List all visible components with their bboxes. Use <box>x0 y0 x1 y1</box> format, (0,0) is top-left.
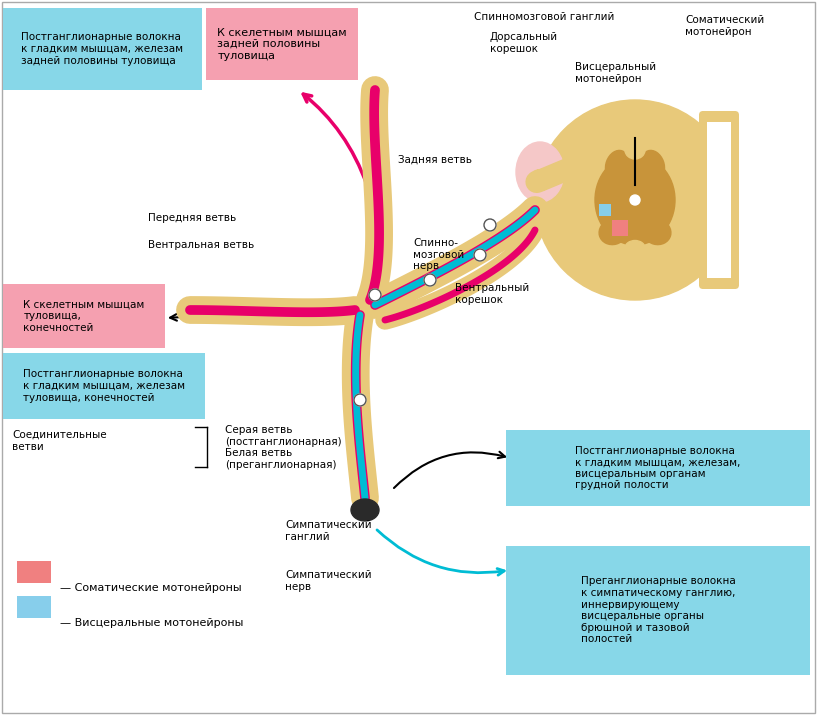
Text: Преганглионарные волокна
к симпатическому ганглию,
иннервирующему
висцеральные о: Преганглионарные волокна к симпатическом… <box>581 576 735 644</box>
Ellipse shape <box>605 150 628 179</box>
Text: Соматический
мотонейрон: Соматический мотонейрон <box>685 15 764 36</box>
FancyBboxPatch shape <box>699 111 739 289</box>
Ellipse shape <box>641 150 664 179</box>
Text: К скелетным мышцам
туловища,
конечностей: К скелетным мышцам туловища, конечностей <box>24 300 145 332</box>
Text: — Соматические мотонейроны: — Соматические мотонейроны <box>60 583 242 593</box>
Circle shape <box>630 195 640 205</box>
Circle shape <box>369 289 381 301</box>
FancyBboxPatch shape <box>17 561 51 583</box>
FancyBboxPatch shape <box>599 204 611 216</box>
Ellipse shape <box>599 220 627 245</box>
Text: Спинномозговой ганглий: Спинномозговой ганглий <box>474 12 614 22</box>
FancyBboxPatch shape <box>707 122 731 278</box>
Circle shape <box>424 274 436 286</box>
Text: Постганглионарные волокна
к гладким мышцам, железам,
висцеральным органам
грудно: Постганглионарные волокна к гладким мышц… <box>575 445 741 490</box>
FancyBboxPatch shape <box>612 220 628 236</box>
Circle shape <box>354 394 366 406</box>
FancyBboxPatch shape <box>206 8 358 80</box>
FancyBboxPatch shape <box>506 546 810 675</box>
Text: К скелетным мышцам
задней половины
туловища: К скелетным мышцам задней половины тулов… <box>217 27 346 61</box>
Text: Висцеральный
мотонейрон: Висцеральный мотонейрон <box>575 62 656 84</box>
Text: Вентральный
корешок: Вентральный корешок <box>455 283 529 305</box>
Text: Постганглионарные волокна
к гладким мышцам, железам
туловища, конечностей: Постганглионарные волокна к гладким мышц… <box>23 370 185 403</box>
Ellipse shape <box>625 141 645 159</box>
Circle shape <box>474 249 486 261</box>
Text: Вентральная ветвь: Вентральная ветвь <box>148 240 254 250</box>
Ellipse shape <box>595 155 675 245</box>
FancyBboxPatch shape <box>506 430 810 506</box>
Text: Передняя ветвь: Передняя ветвь <box>148 213 236 223</box>
Text: Дорсальный
корешок: Дорсальный корешок <box>490 32 558 54</box>
Circle shape <box>484 219 496 231</box>
Ellipse shape <box>625 240 645 255</box>
Ellipse shape <box>351 499 379 521</box>
Text: Соединительные
ветви: Соединительные ветви <box>12 430 107 452</box>
FancyBboxPatch shape <box>17 596 51 618</box>
Text: Спинно-
мозговой
нерв: Спинно- мозговой нерв <box>413 238 464 271</box>
Text: Серая ветвь
(постганглионарная)
Белая ветвь
(преганглионарная): Серая ветвь (постганглионарная) Белая ве… <box>225 425 342 470</box>
Text: Постганглионарные волокна
к гладким мышцам, железам
задней половины туловища: Постганглионарные волокна к гладким мышц… <box>21 32 184 66</box>
Text: — Висцеральные мотонейроны: — Висцеральные мотонейроны <box>60 618 243 628</box>
FancyBboxPatch shape <box>3 8 202 90</box>
Ellipse shape <box>516 142 564 202</box>
Circle shape <box>535 100 735 300</box>
Text: Симпатический
нерв: Симпатический нерв <box>285 570 372 591</box>
Ellipse shape <box>643 220 671 245</box>
Text: Задняя ветвь: Задняя ветвь <box>398 155 472 165</box>
FancyBboxPatch shape <box>3 284 165 348</box>
Text: Симпатический
ганглий: Симпатический ганглий <box>285 520 372 541</box>
FancyBboxPatch shape <box>3 353 205 419</box>
